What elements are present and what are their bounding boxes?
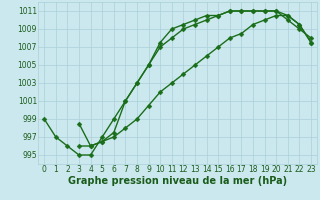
X-axis label: Graphe pression niveau de la mer (hPa): Graphe pression niveau de la mer (hPa) bbox=[68, 176, 287, 186]
